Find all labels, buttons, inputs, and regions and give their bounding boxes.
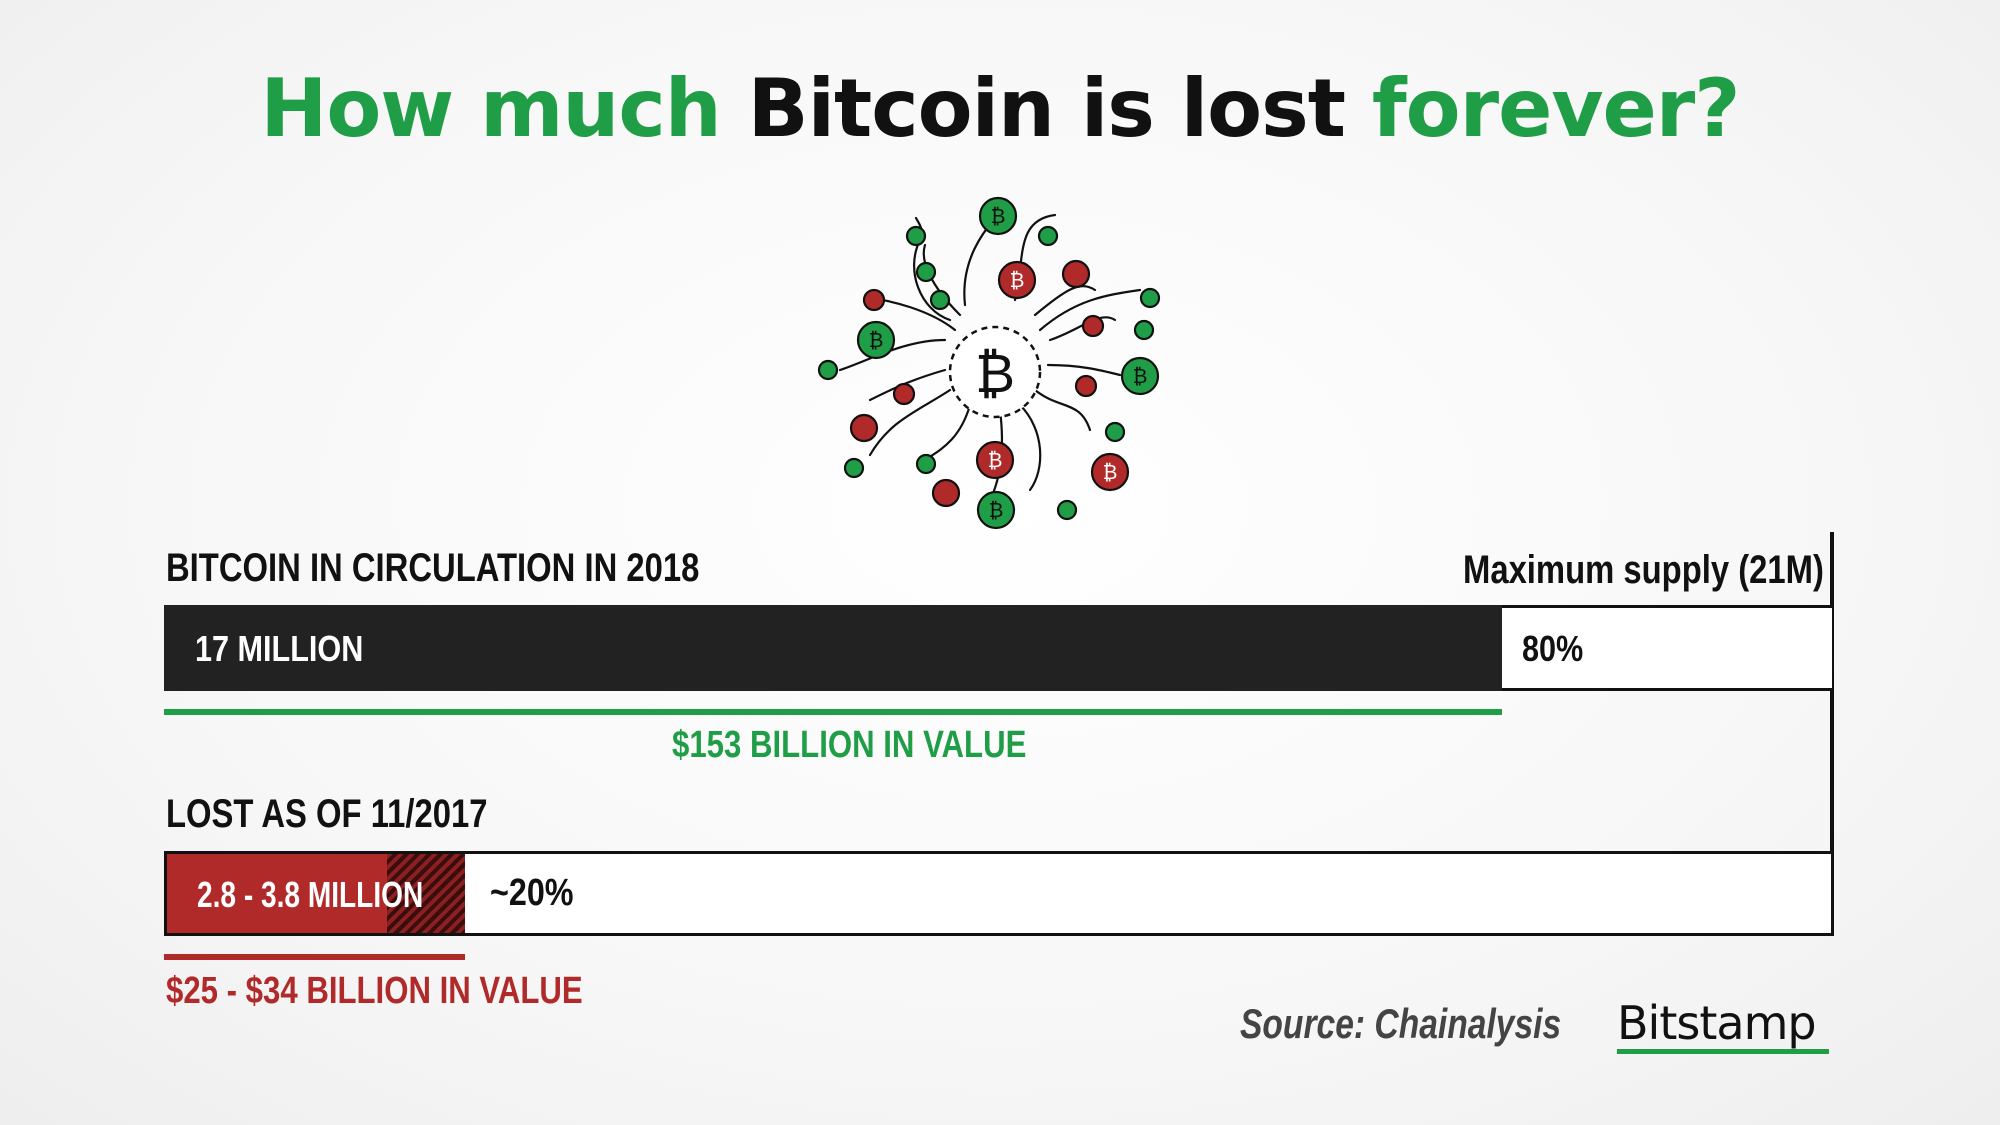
svg-text:₿: ₿ [1133,364,1148,388]
title-part-3: forever? [1371,62,1741,155]
brand-logo: Bitstamp [1617,996,1817,1050]
page-title: How much Bitcoin is lost forever? [0,62,2000,155]
source-label: Source: Chainalysis [1240,1000,1562,1047]
brand-underline [1617,1049,1829,1054]
lost-remainder-label: ~20% [490,872,574,914]
circulation-bar [164,605,1502,691]
circulation-bar-label: 17 MILLION [195,628,364,669]
center-bitcoin-symbol: ₿ [975,342,1015,405]
svg-text:₿: ₿ [869,328,884,352]
lost-value-underline [164,954,465,960]
lost-bar-label: 2.8 - 3.8 MILLION [197,874,424,915]
title-part-1: How much [260,62,748,155]
max-supply-label: Maximum supply (21M) [1463,548,1824,592]
lost-bar [167,854,387,933]
circulation-value-label: $153 BILLION IN VALUE [672,724,1027,766]
lost-heading: LOST AS OF 11/2017 [166,792,488,836]
lost-value-label: $25 - $34 BILLION IN VALUE [166,970,583,1012]
circulation-value-underline [164,709,1502,715]
svg-text:₿: ₿ [1103,460,1118,484]
svg-text:₿: ₿ [991,204,1006,228]
svg-text:₿: ₿ [989,498,1004,522]
circulation-remainder-label: 80% [1522,628,1584,669]
svg-text:₿: ₿ [988,448,1003,472]
circulation-heading: BITCOIN IN CIRCULATION IN 2018 [166,546,700,590]
lost-bar-uncertainty [387,854,465,933]
bitcoin-network-icon: ₿ ₿ ₿ ₿ ₿ ₿ ₿ ₿ [817,196,1161,530]
title-part-2: Bitcoin is lost [747,62,1372,155]
svg-text:₿: ₿ [1010,268,1025,292]
max-supply-line [1830,532,1834,936]
